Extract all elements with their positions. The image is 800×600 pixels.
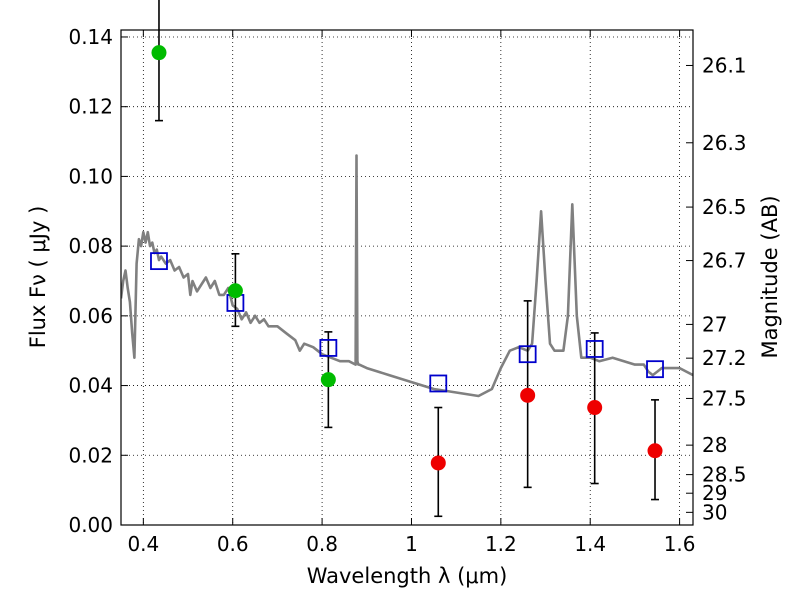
x-tick-label: 0.8 (306, 532, 338, 556)
magnitude-axis-label: Magnitude (AB) (758, 195, 782, 358)
observed-photometry-markers (151, 45, 663, 471)
y-tick-label: 0.12 (68, 95, 113, 119)
photometry-point (587, 400, 603, 416)
model-photometry-markers (150, 252, 664, 393)
y-tick-label: 0.08 (68, 234, 113, 258)
magnitude-tick-label: 26.3 (702, 131, 747, 155)
photometry-point (227, 283, 243, 299)
x-tick-label: 0.4 (127, 532, 159, 556)
y-tick-label: 0.02 (68, 443, 113, 467)
x-tick-label: 1.6 (664, 532, 696, 556)
photometry-point (520, 387, 536, 403)
magnitude-tick-label: 29 (702, 481, 727, 505)
magnitude-tick-label: 28.5 (702, 463, 747, 487)
x-axis-label: Wavelength λ (μm) (307, 564, 508, 588)
magnitude-tick-label: 26.7 (702, 249, 747, 273)
y-axis-label: Flux Fν ( μJy ) (26, 206, 50, 349)
photometry-point (430, 455, 446, 471)
model-photometry-square (646, 360, 664, 379)
magnitude-tick-label: 27 (702, 312, 727, 336)
magnitude-tick-label: 27.5 (702, 386, 747, 410)
photometry-point (647, 443, 663, 459)
magnitude-tick-label: 30 (702, 500, 727, 524)
y-axis-ticks: 0.00 0.02 0.04 0.06 0.08 0.10 0.12 0.14 (68, 25, 128, 537)
x-tick-label: 1.4 (574, 532, 606, 556)
photometry-point (320, 372, 336, 388)
magnitude-tick-label: 28 (702, 433, 727, 457)
model-photometry-square (429, 374, 448, 393)
photometry-point (151, 45, 167, 61)
x-axis-ticks: 0.4 0.6 0.8 1 1.2 1.4 1.6 (127, 30, 696, 556)
model-photometry-square (585, 340, 604, 358)
y-tick-label: 0.14 (68, 25, 113, 49)
x-tick-label: 0.6 (217, 532, 249, 556)
y-tick-label: 0.10 (68, 164, 113, 188)
y-tick-label: 0.06 (68, 304, 113, 328)
x-tick-label: 1 (405, 532, 418, 556)
model-photometry-square (518, 345, 537, 364)
magnitude-tick-label: 26.1 (702, 53, 747, 77)
y-tick-label: 0.04 (68, 374, 113, 398)
error-bars (154, 0, 660, 518)
plot-frame (120, 29, 694, 526)
spectrum-layer (121, 154, 693, 398)
magnitude-tick-label: 27.2 (702, 346, 747, 370)
model-photometry-square (150, 252, 168, 271)
x-tick-label: 1.2 (485, 532, 517, 556)
spectrum-line (121, 154, 693, 398)
y-tick-label: 0.00 (68, 513, 113, 537)
model-photometry-square (319, 339, 338, 357)
magnitude-tick-label: 26.5 (702, 195, 747, 219)
